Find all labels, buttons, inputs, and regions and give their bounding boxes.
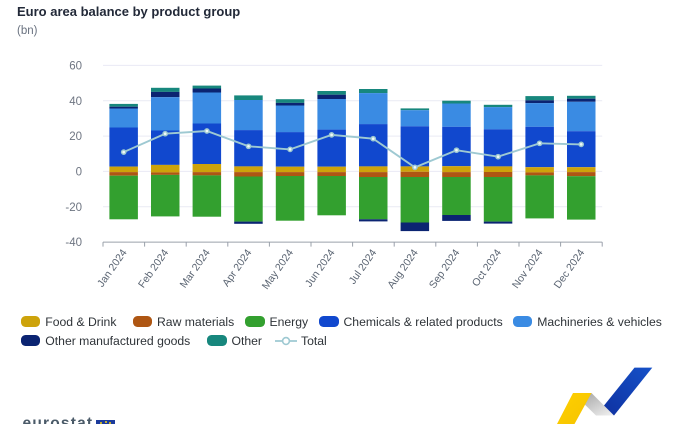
svg-text:0: 0 — [76, 166, 82, 178]
svg-text:Nov 2024: Nov 2024 — [510, 247, 546, 291]
svg-text:Apr 2024: Apr 2024 — [220, 247, 254, 289]
svg-text:Aug 2024: Aug 2024 — [385, 247, 421, 291]
svg-text:Oct 2024: Oct 2024 — [470, 247, 504, 289]
svg-text:Jun 2024: Jun 2024 — [303, 247, 338, 289]
svg-text:Jan 2024: Jan 2024 — [95, 247, 130, 289]
svg-text:Jul 2024: Jul 2024 — [347, 247, 380, 287]
svg-text:-20: -20 — [65, 202, 82, 214]
svg-text:Sep 2024: Sep 2024 — [427, 247, 463, 291]
svg-text:40: 40 — [69, 96, 82, 108]
svg-text:-40: -40 — [65, 237, 82, 249]
svg-text:May 2024: May 2024 — [260, 247, 296, 292]
svg-text:Mar 2024: Mar 2024 — [178, 247, 213, 290]
svg-text:Dec 2024: Dec 2024 — [552, 247, 588, 291]
svg-text:20: 20 — [69, 131, 82, 143]
svg-text:60: 60 — [69, 60, 82, 72]
svg-text:Feb 2024: Feb 2024 — [136, 247, 171, 290]
